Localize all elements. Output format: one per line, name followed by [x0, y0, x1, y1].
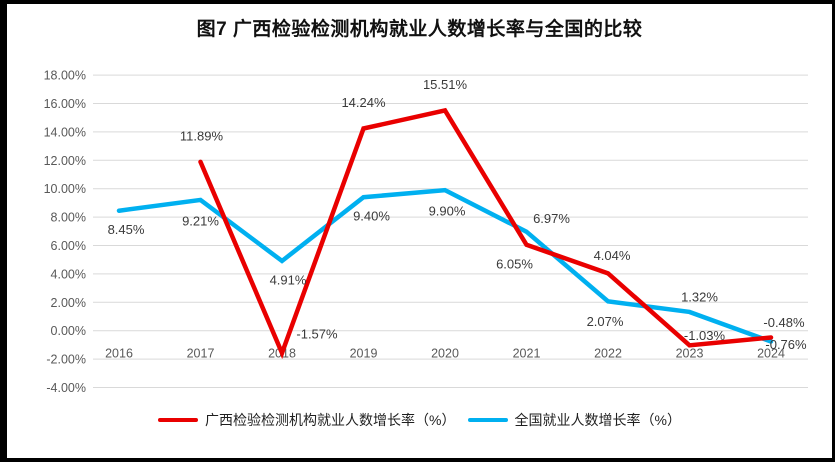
y-tick-label: 4.00% — [51, 267, 86, 281]
data-label-guangxi-2021: 6.05% — [496, 256, 533, 271]
y-tick-label: 14.00% — [44, 125, 86, 139]
y-tick-label: -4.00% — [46, 381, 86, 395]
x-tick-label: 2017 — [187, 347, 215, 361]
x-tick-label: 2016 — [105, 347, 133, 361]
y-tick-label: 6.00% — [51, 239, 86, 253]
data-label-guangxi-2018: -1.57% — [296, 326, 338, 341]
chart-title: 图7 广西检验检测机构就业人数增长率与全国的比较 — [196, 19, 643, 40]
data-label-guangxi-2020: 15.51% — [423, 77, 468, 92]
data-label-national-2022: 2.07% — [587, 314, 624, 329]
data-label-national-2018: 4.91% — [270, 272, 307, 287]
chart-legend: 广西检验检测机构就业人数增长率（%） 全国就业人数增长率（%） — [7, 410, 832, 430]
blue-line-swatch — [467, 417, 508, 423]
data-label-guangxi-2024: -0.48% — [763, 315, 805, 330]
y-tick-label: 16.00% — [44, 97, 86, 111]
data-label-national-2023: 1.32% — [681, 289, 718, 304]
data-label-guangxi-2017: 11.89% — [180, 128, 224, 143]
y-tick-label: 10.00% — [44, 182, 86, 196]
x-tick-label: 2019 — [350, 347, 378, 361]
x-tick-label: 2024 — [757, 347, 785, 361]
x-tick-label: 2020 — [431, 347, 459, 361]
data-label-national-2016: 8.45% — [108, 222, 145, 237]
y-tick-label: 12.00% — [44, 154, 86, 168]
data-label-guangxi-2019: 14.24% — [341, 95, 386, 110]
data-label-national-2017: 9.21% — [182, 213, 219, 228]
data-label-national-2024: -0.76% — [765, 337, 807, 352]
legend-item-guangxi: 广西检验检测机构就业人数增长率（%） — [158, 410, 456, 430]
red-line-swatch — [158, 417, 199, 423]
y-tick-label: 0.00% — [51, 324, 86, 338]
data-label-national-2019: 9.40% — [353, 209, 390, 224]
y-tick-label: 8.00% — [51, 211, 86, 225]
y-tick-label: 18.00% — [44, 69, 86, 83]
data-label-national-2020: 9.90% — [429, 204, 466, 219]
series-line-guangxi — [198, 107, 774, 360]
x-tick-label: 2023 — [676, 347, 704, 361]
x-tick-label: 2021 — [513, 347, 541, 361]
legend-label-national: 全国就业人数增长率（%） — [514, 412, 681, 428]
line-chart-plot: 18.00% 16.00% 14.00% 12.00% 10.00% 8.00% 6.00%… — [44, 69, 808, 395]
data-label-guangxi-2023: -1.03% — [684, 328, 726, 343]
y-tick-label: -2.00% — [46, 353, 86, 367]
x-tick-label: 2022 — [594, 347, 622, 361]
legend-item-national: 全国就业人数增长率（%） — [467, 410, 681, 430]
legend-label-guangxi: 广西检验检测机构就业人数增长率（%） — [205, 412, 456, 428]
data-label-national-2021: 6.97% — [533, 211, 570, 226]
y-tick-label: 2.00% — [51, 296, 86, 310]
data-label-guangxi-2022: 4.04% — [594, 248, 631, 263]
